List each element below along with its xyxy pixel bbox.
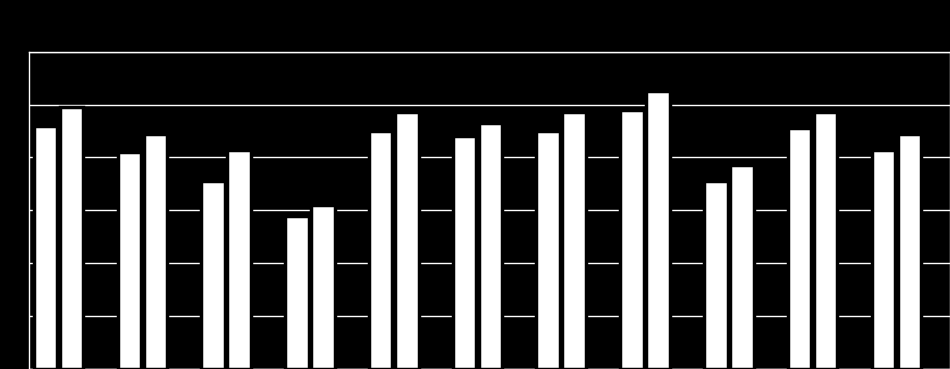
Bar [395,113,419,369]
Bar [871,149,895,369]
Bar [537,131,560,369]
Bar [227,149,251,369]
Bar [369,131,392,369]
Bar [34,126,57,369]
Bar [814,113,837,369]
Bar [704,181,728,369]
Bar [898,134,922,369]
Bar [201,181,225,369]
Bar [788,128,811,369]
Bar [620,110,644,369]
Bar [143,134,167,369]
Bar [118,152,142,369]
Bar [60,107,84,369]
Bar [646,92,670,369]
Bar [562,113,586,369]
Bar [285,215,309,369]
Bar [730,165,753,369]
Bar [312,205,334,369]
Bar [452,136,476,369]
Bar [479,123,503,369]
